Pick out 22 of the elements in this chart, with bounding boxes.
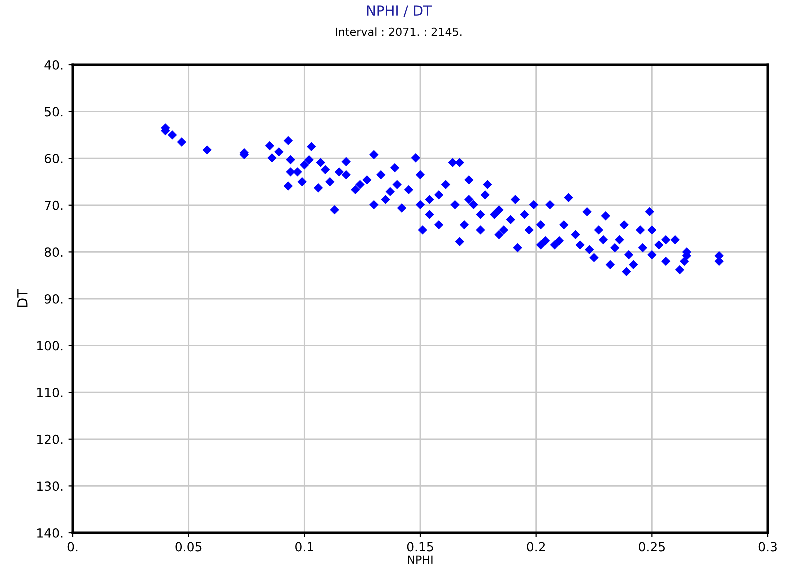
y-tick-label: 70.	[45, 200, 63, 210]
x-tick-label: 0.25	[639, 542, 665, 552]
y-axis-title: DT	[18, 289, 28, 308]
x-tick-label: 0.3	[758, 542, 777, 552]
y-tick-label: 100.	[38, 341, 63, 351]
y-tick-label: 130.	[38, 482, 63, 492]
y-tick-label: 50.	[45, 107, 63, 117]
chart-subtitle: Interval : 2071. : 2145.	[336, 28, 462, 36]
y-tick-label: 140.	[38, 528, 63, 538]
x-tick-label: 0.15	[407, 542, 434, 552]
y-tick-label: 60.	[44, 154, 63, 164]
y-tick-label: 40.	[44, 60, 63, 70]
x-tick-label: 0.	[68, 542, 78, 552]
x-tick-label: 0.2	[527, 542, 546, 552]
y-tick-label: 120.	[38, 434, 63, 444]
y-tick-label: 110.	[38, 388, 63, 398]
x-axis-title: NPHI	[408, 556, 433, 564]
x-tick-label: 0.1	[296, 542, 314, 552]
chart-title: NPHI / DT	[367, 6, 432, 18]
y-tick-label: 90.	[44, 294, 63, 304]
x-tick-label: 0.05	[176, 542, 202, 552]
y-tick-label: 80.	[44, 248, 63, 258]
